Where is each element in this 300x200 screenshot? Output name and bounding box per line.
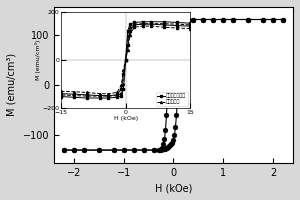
X-axis label: H (kOe): H (kOe) <box>155 183 192 193</box>
Y-axis label: M (emu/cm³): M (emu/cm³) <box>7 53 17 116</box>
